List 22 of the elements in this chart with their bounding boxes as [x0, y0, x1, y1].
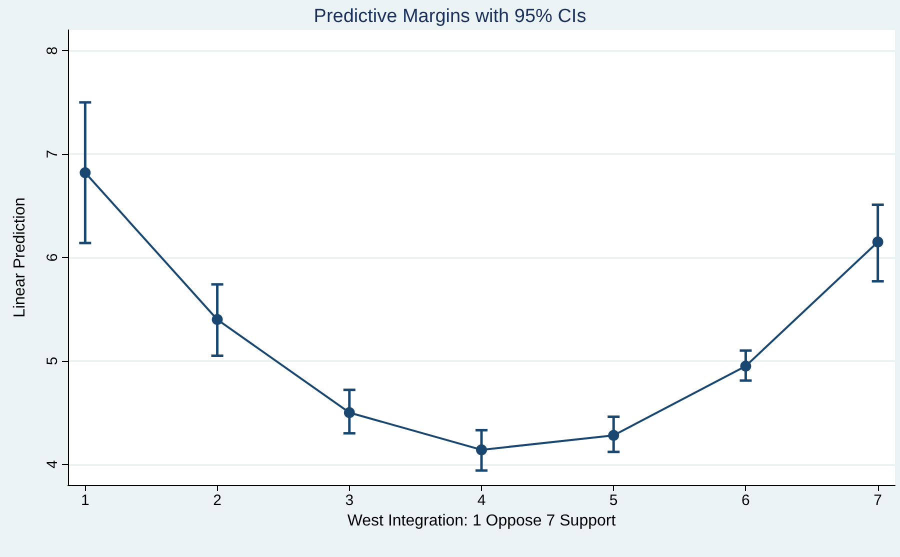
y-tick-label: 5 — [44, 356, 61, 366]
y-axis-title: Linear Prediction — [12, 197, 28, 318]
y-tick-label: 7 — [44, 150, 61, 158]
y-tick-label: 4 — [44, 460, 61, 468]
point — [344, 407, 355, 418]
x-tick-label: 7 — [874, 492, 882, 509]
chart-title: Predictive Margins with 95% CIs — [314, 6, 586, 27]
point — [80, 167, 91, 178]
x-tick-label: 6 — [742, 492, 750, 509]
point — [872, 236, 884, 248]
x-tick-label: 5 — [609, 492, 618, 509]
x-tick-label: 3 — [345, 492, 354, 509]
point — [476, 444, 487, 456]
point — [212, 314, 223, 326]
x-tick-label: 4 — [477, 492, 486, 509]
x-axis-title: West Integration: 1 Oppose 7 Support — [347, 512, 616, 530]
point — [740, 360, 752, 372]
y-tick-label: 6 — [44, 253, 61, 262]
x-tick-label: 2 — [213, 492, 222, 509]
x-tick-label: 1 — [81, 492, 90, 509]
point — [608, 430, 620, 441]
y-tick-label: 8 — [44, 46, 61, 55]
